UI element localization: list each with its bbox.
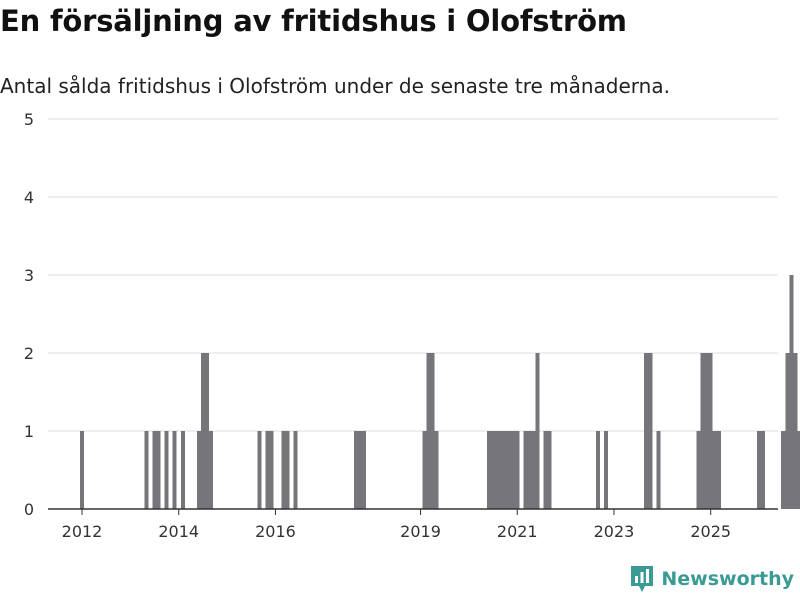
bar	[781, 431, 786, 509]
bar	[152, 431, 157, 509]
bar	[208, 431, 213, 509]
bar	[507, 431, 512, 509]
bar	[487, 431, 492, 509]
bar	[704, 353, 709, 509]
bar	[434, 431, 439, 509]
gridlines	[48, 118, 778, 432]
x-tick-label: 2019	[400, 522, 441, 541]
x-tick-label: 2021	[497, 522, 538, 541]
bar	[172, 431, 177, 509]
y-tick-label: 2	[24, 344, 34, 363]
bar	[495, 431, 500, 509]
x-tick-label: 2014	[158, 522, 199, 541]
y-tick-label: 5	[24, 110, 34, 129]
bar	[180, 431, 185, 509]
bar	[499, 431, 504, 509]
bar	[531, 431, 536, 509]
bar	[257, 431, 262, 509]
bar	[200, 353, 205, 509]
bar	[547, 431, 552, 509]
bar	[797, 431, 800, 509]
y-tick-label: 1	[24, 422, 34, 441]
bar	[789, 275, 794, 509]
bar	[523, 431, 528, 509]
bar	[80, 431, 85, 509]
bar	[293, 431, 298, 509]
bar	[144, 431, 149, 509]
x-tick-label: 2023	[594, 522, 635, 541]
x-tick-label: 2016	[255, 522, 296, 541]
chart-title: En försäljning av fritidshus i Olofström	[0, 4, 627, 38]
bar	[527, 431, 532, 509]
y-axis-labels: 0 1 2 3 4 5	[24, 110, 34, 519]
bar	[265, 431, 270, 509]
bar	[362, 431, 367, 509]
bar	[700, 353, 705, 509]
bar	[491, 431, 496, 509]
bar	[543, 431, 548, 509]
y-tick-label: 4	[24, 188, 34, 207]
bar	[430, 353, 435, 509]
x-tick-label: 2012	[62, 522, 103, 541]
y-tick-label: 3	[24, 266, 34, 285]
bar	[712, 431, 717, 509]
bar	[757, 431, 762, 509]
bar	[696, 431, 701, 509]
bar	[656, 431, 661, 509]
bar	[535, 353, 540, 509]
bar	[422, 431, 427, 509]
y-tick-label: 0	[24, 500, 34, 519]
bar	[603, 431, 608, 509]
bar	[785, 353, 790, 509]
brand-name: Newsworthy	[661, 568, 794, 590]
bar	[164, 431, 169, 509]
bar-chart: 0 1 2 3 4 5 2012 2014 2016 2019 2021 2023 2025 1	[24, 110, 800, 541]
newsworthy-logo-icon	[631, 566, 654, 592]
bar	[503, 431, 508, 509]
bar	[708, 353, 713, 509]
bar	[269, 431, 274, 509]
bar	[716, 431, 721, 509]
bar	[761, 431, 766, 509]
bar	[644, 353, 649, 509]
x-tick-label: 2025	[690, 522, 731, 541]
chart-subtitle: Antal sålda fritidshus i Olofström under…	[0, 74, 670, 98]
bar	[648, 353, 653, 509]
bars	[80, 275, 800, 509]
bar	[285, 431, 290, 509]
x-axis-labels: 2012 2014 2016 2019 2021 2023 2025	[62, 509, 731, 541]
bar	[595, 431, 600, 509]
bar	[426, 353, 431, 509]
bar	[793, 353, 798, 509]
bar	[354, 431, 359, 509]
bar	[281, 431, 286, 509]
bar	[511, 431, 516, 509]
bar	[515, 431, 520, 509]
bar	[204, 353, 209, 509]
bar	[358, 431, 363, 509]
bar	[196, 431, 201, 509]
brand-logo: Newsworthy	[629, 564, 794, 594]
bar	[156, 431, 161, 509]
